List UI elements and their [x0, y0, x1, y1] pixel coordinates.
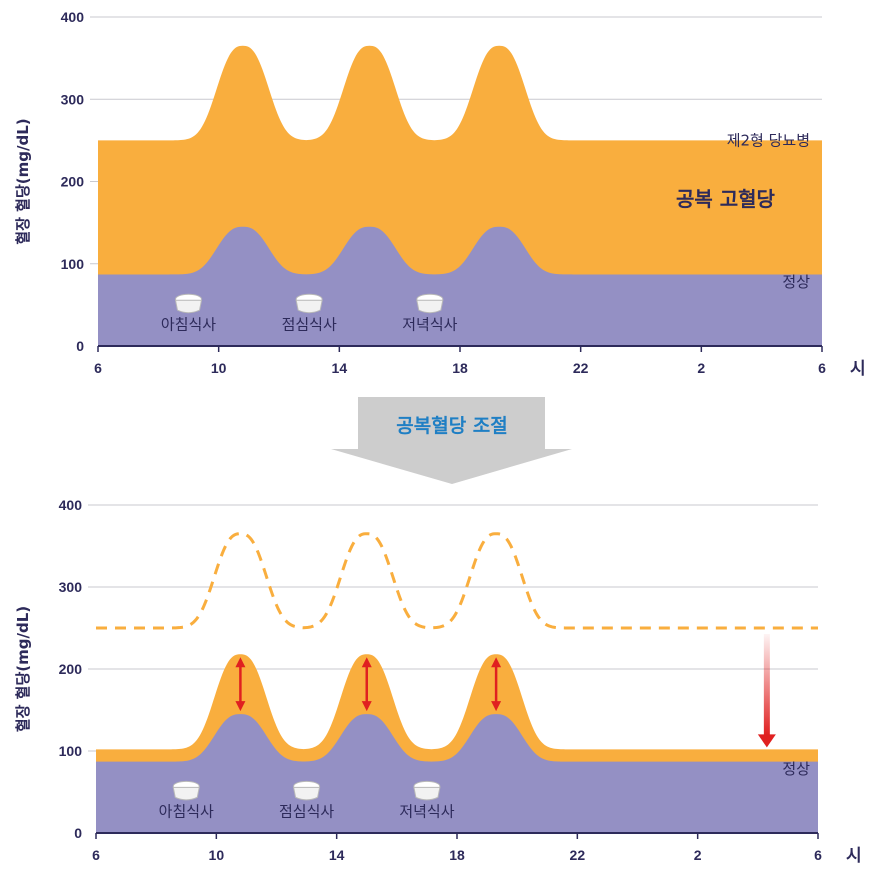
- x-tick-label: 18: [449, 847, 465, 863]
- double-arrow-head-down: [235, 701, 246, 712]
- rice-bowl-icon-body: [174, 299, 203, 314]
- y-axis-label: 혈장 혈당(mg/dL): [14, 118, 32, 244]
- x-tick-label: 10: [209, 847, 225, 863]
- rice-bowl-icon: [172, 780, 200, 801]
- annotation-normal: 정상: [782, 273, 810, 291]
- double-arrow-head-down: [491, 701, 502, 712]
- x-tick-label: 6: [92, 847, 100, 863]
- x-tick-label: 6: [818, 360, 826, 376]
- meal-label: 저녁식사: [402, 316, 457, 334]
- x-tick-label: 10: [211, 360, 227, 376]
- rice-bowl-icon-body: [292, 786, 321, 801]
- annotation-normal: 정상: [782, 760, 810, 778]
- meal-label: 저녁식사: [399, 803, 454, 821]
- y-tick-label: 0: [74, 825, 82, 841]
- x-tick-label: 14: [332, 360, 348, 376]
- rice-bowl-icon-body: [413, 786, 441, 801]
- double-arrow-head-up: [491, 657, 502, 668]
- rice-bowl-icon-body: [172, 786, 200, 801]
- x-axis-unit-label: 시: [846, 846, 862, 866]
- fasting-drop-arrow-head: [757, 734, 776, 748]
- meal-label: 점심식사: [279, 803, 334, 821]
- x-tick-label: 14: [329, 847, 345, 863]
- y-axis-label: 혈장 혈당(mg/dL): [14, 606, 32, 732]
- y-tick-label: 100: [59, 743, 83, 759]
- y-tick-label: 0: [76, 338, 84, 354]
- double-arrow-head-up: [235, 657, 246, 668]
- double-arrow-head-up: [361, 657, 372, 668]
- transition-label: 공복혈당 조절: [396, 414, 508, 437]
- x-tick-label: 6: [814, 847, 822, 863]
- double-arrow-icon: [235, 657, 246, 712]
- x-tick-label: 6: [94, 360, 102, 376]
- down-arrow-banner-icon: [331, 397, 572, 484]
- x-tick-label: 2: [697, 360, 705, 376]
- rice-bowl-icon-body: [416, 299, 444, 314]
- annotation-type2-diabetes: 제2형 당뇨병: [727, 131, 810, 149]
- rice-bowl-icon: [174, 293, 203, 314]
- rice-bowl-icon: [416, 293, 444, 314]
- double-arrow-icon: [491, 657, 502, 712]
- double-arrow-head-down: [361, 701, 372, 712]
- series-normal-area: [96, 714, 818, 833]
- rice-bowl-icon: [413, 780, 441, 801]
- y-tick-label: 200: [61, 174, 85, 190]
- y-tick-label: 300: [59, 579, 83, 595]
- meal-label: 점심식사: [282, 316, 337, 334]
- meal-label: 아침식사: [161, 316, 216, 334]
- rice-bowl-icon-body: [295, 299, 323, 314]
- rice-bowl-icon: [295, 293, 323, 314]
- fasting-drop-arrow-shaft: [763, 634, 770, 736]
- x-tick-label: 2: [694, 847, 702, 863]
- y-tick-label: 100: [61, 256, 85, 272]
- rice-bowl-icon: [292, 780, 321, 801]
- meal-label: 아침식사: [159, 803, 214, 821]
- series-normal-area: [98, 226, 822, 346]
- x-axis-unit-label: 시: [850, 359, 866, 379]
- transition-banner: 공복혈당 조절: [331, 397, 572, 484]
- y-tick-label: 300: [61, 91, 85, 107]
- series-before-dashed-line: [96, 532, 818, 630]
- y-tick-label: 400: [59, 497, 83, 513]
- double-arrow-icon: [361, 657, 372, 712]
- annotation-fasting-hyperglycemia: 공복 고혈당: [676, 187, 776, 211]
- y-tick-label: 400: [61, 9, 85, 25]
- x-tick-label: 18: [452, 360, 468, 376]
- x-tick-label: 22: [573, 360, 589, 376]
- fasting-drop-arrow-icon: [757, 634, 776, 748]
- x-tick-label: 22: [570, 847, 586, 863]
- y-tick-label: 200: [59, 661, 83, 677]
